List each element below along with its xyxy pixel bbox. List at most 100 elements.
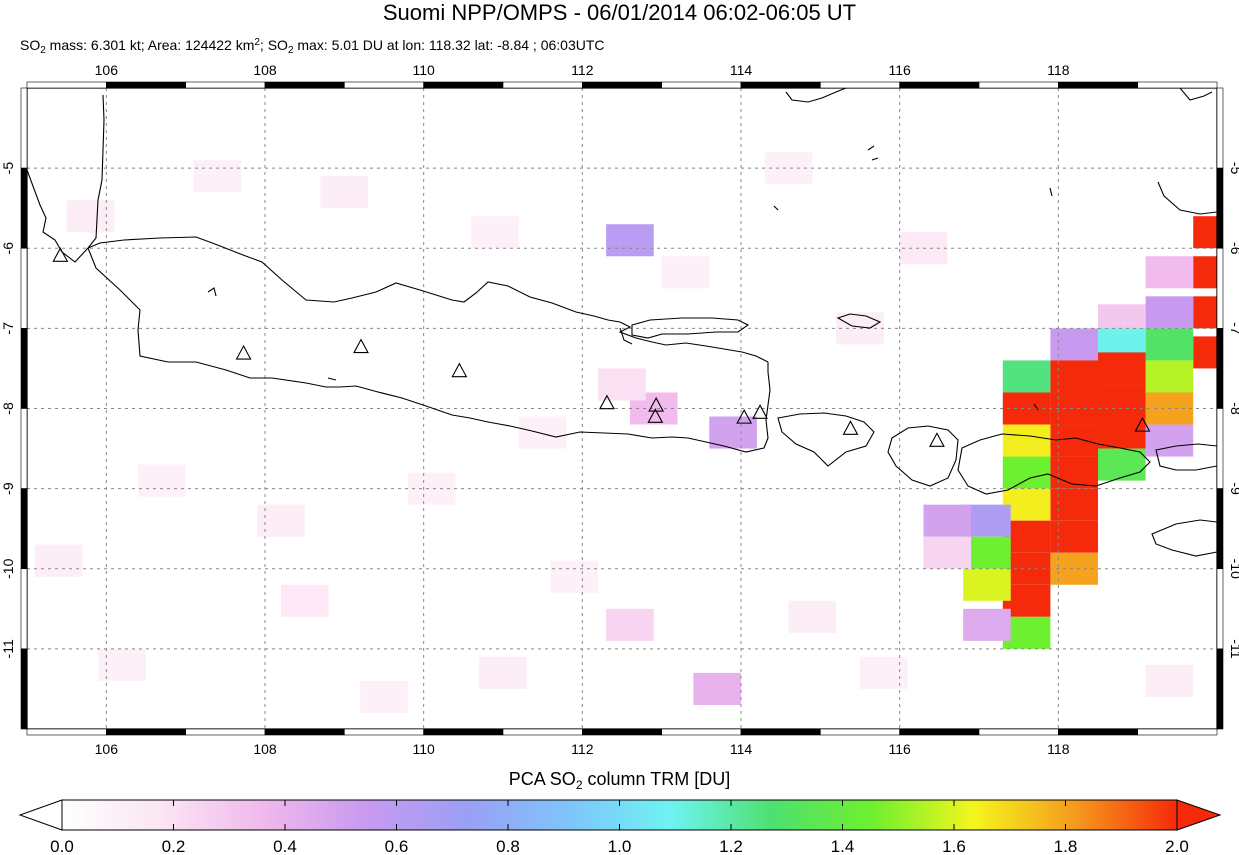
emission-stats: SO2 mass: 6.301 kt; Area: 124422 km2; SO… bbox=[20, 37, 605, 56]
volcano-triangle-icon bbox=[929, 432, 945, 447]
axis-bar-bottom bbox=[423, 728, 504, 736]
so2-pixel bbox=[661, 256, 710, 289]
axis-bar-bottom bbox=[899, 728, 980, 736]
axis-bar-right bbox=[1216, 167, 1224, 249]
so2-pixel bbox=[1050, 360, 1098, 393]
lon-tick-label-bottom: 110 bbox=[413, 741, 436, 757]
colorbar-tick-label: 1.6 bbox=[942, 837, 966, 855]
colorbar-tick-label: 1.2 bbox=[719, 837, 743, 855]
lon-tick-label-top: 114 bbox=[730, 62, 753, 78]
so2-pixel bbox=[320, 176, 369, 209]
coast-flores bbox=[1155, 443, 1217, 471]
volcano-triangle-icon bbox=[1134, 416, 1151, 432]
colorbar-tick-label: 0.4 bbox=[273, 837, 297, 855]
colorbar: 0.0 0.2 0.4 0.6 0.8 1.0 1.2 1.4 1.6 1.8 2.0 bbox=[18, 799, 1222, 855]
so2-pixel bbox=[1145, 360, 1194, 393]
so2-pixel bbox=[709, 416, 757, 449]
axis-bar-bottom bbox=[264, 728, 345, 736]
coast-kalimantan bbox=[785, 88, 847, 103]
colorbar-max-arrow bbox=[1176, 799, 1222, 831]
coast-sumbawa bbox=[957, 433, 1151, 495]
axis-bar-right bbox=[1216, 568, 1224, 650]
axis-bar-left bbox=[20, 328, 28, 409]
axis-bar-top bbox=[1137, 81, 1218, 89]
colorbar-tick-label: 0.0 bbox=[50, 837, 74, 855]
axis-bar-bottom bbox=[820, 728, 900, 736]
volcano-triangle-icon bbox=[736, 408, 753, 424]
axis-bar-bottom bbox=[978, 728, 1059, 736]
axis-bar-left bbox=[20, 87, 28, 169]
so2-pixel bbox=[1098, 448, 1146, 481]
colorbar-tick-label: 1.8 bbox=[1054, 837, 1078, 855]
axis-bar-top bbox=[978, 81, 1059, 89]
axis-bar-left bbox=[20, 408, 28, 489]
volcano-triangle-icon bbox=[842, 420, 859, 435]
lon-tick-label-top: 108 bbox=[253, 62, 277, 78]
axis-bar-top bbox=[820, 81, 900, 89]
so2-pixel bbox=[1145, 664, 1194, 697]
axis-bar-right bbox=[1216, 648, 1224, 730]
axis-labels: 106 106 108 108 110 110 112 112 114 114 116 116 118 1… bbox=[0, 62, 1239, 757]
graticule bbox=[27, 88, 1217, 729]
so2-pixel bbox=[860, 656, 908, 689]
so2-pixel bbox=[923, 504, 972, 537]
axis-bar-bottom bbox=[740, 728, 821, 736]
so2-pixel bbox=[1098, 384, 1146, 417]
volcano-triangle-icon bbox=[599, 394, 615, 410]
volcano-triangle-icon bbox=[52, 247, 69, 262]
axis-bar-left bbox=[20, 648, 28, 730]
axis-bar-right bbox=[1216, 488, 1224, 570]
so2-pixel bbox=[1098, 416, 1146, 449]
so2-pixel bbox=[34, 544, 83, 577]
axis-bar-top bbox=[661, 81, 742, 89]
lon-tick-label-top: 106 bbox=[95, 62, 119, 78]
axis-bar-top bbox=[502, 81, 583, 89]
volcano-triangle-icon bbox=[451, 362, 468, 378]
axis-bar-bottom bbox=[185, 728, 266, 736]
coast-sumatra bbox=[27, 94, 105, 263]
lon-tick-label-bottom: 112 bbox=[571, 741, 594, 757]
so2-pixel bbox=[1050, 488, 1098, 521]
lat-tick-label-right: -6 bbox=[1228, 242, 1239, 255]
axis-bar-top bbox=[740, 81, 821, 89]
colorbar-min-arrow bbox=[18, 799, 63, 831]
lon-tick-label-bottom: 106 bbox=[95, 741, 119, 757]
axis-bar-top bbox=[899, 81, 980, 89]
volcano-triangle-icon bbox=[235, 344, 252, 360]
so2-pixel bbox=[963, 536, 1011, 569]
coast-sulawesi bbox=[1157, 88, 1217, 215]
lat-tick-label-left: -10 bbox=[0, 558, 16, 578]
lat-tick-label-right: -8 bbox=[1228, 402, 1239, 415]
so2-pixel bbox=[963, 568, 1011, 601]
so2-pixel bbox=[138, 464, 186, 497]
axis-checker-bars bbox=[20, 81, 1224, 736]
axis-bar-right bbox=[1216, 328, 1224, 409]
lat-tick-label-right: -5 bbox=[1228, 162, 1239, 175]
so2-pixel bbox=[1193, 216, 1217, 249]
lat-tick-label-right: -9 bbox=[1228, 482, 1239, 495]
axis-bar-top bbox=[185, 81, 266, 89]
axis-bar-left bbox=[20, 167, 28, 249]
lon-tick-label-top: 118 bbox=[1047, 62, 1070, 78]
so2-pixel bbox=[598, 368, 646, 401]
so2-pixel bbox=[1193, 296, 1217, 329]
colorbar-tick-label: 0.6 bbox=[385, 837, 409, 855]
so2-pixel bbox=[550, 560, 599, 593]
so2-pixel bbox=[1145, 256, 1194, 289]
volcano-markers bbox=[52, 247, 1151, 447]
axis-bar-bottom bbox=[344, 728, 424, 736]
axis-bar-top bbox=[26, 81, 107, 89]
axis-bar-top bbox=[582, 81, 662, 89]
axis-bar-right bbox=[1216, 247, 1224, 329]
so2-pixel bbox=[66, 200, 115, 233]
axis-bar-bottom bbox=[661, 728, 742, 736]
so2-pixel bbox=[1098, 352, 1146, 385]
lon-tick-label-bottom: 116 bbox=[889, 741, 912, 757]
axis-bar-top bbox=[264, 81, 345, 89]
colorbar-tick-label: 1.4 bbox=[831, 837, 855, 855]
so2-pixel bbox=[1050, 520, 1098, 553]
so2-pixel bbox=[1145, 424, 1194, 457]
axis-bar-top bbox=[106, 81, 186, 89]
coast-bali bbox=[777, 412, 875, 467]
